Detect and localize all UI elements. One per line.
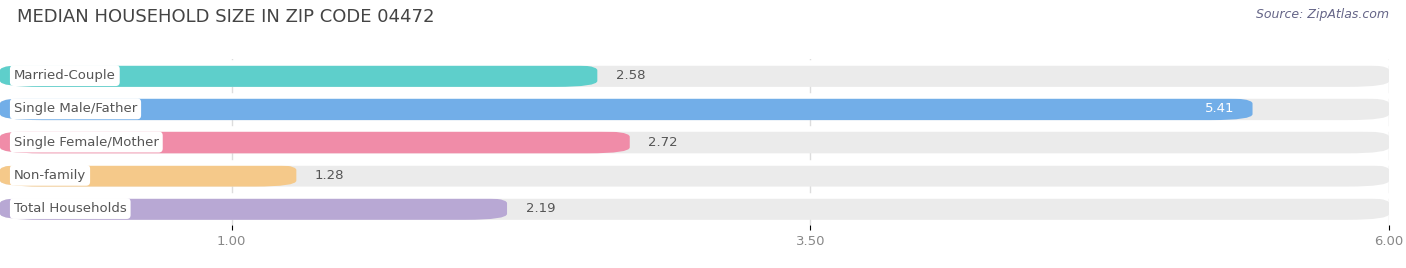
Text: 2.72: 2.72 [648, 136, 678, 148]
Text: 2.58: 2.58 [616, 69, 645, 82]
FancyBboxPatch shape [0, 197, 508, 220]
FancyBboxPatch shape [0, 64, 598, 87]
FancyBboxPatch shape [0, 98, 1253, 120]
Text: Single Female/Mother: Single Female/Mother [14, 136, 159, 148]
Text: Single Male/Father: Single Male/Father [14, 102, 138, 115]
FancyBboxPatch shape [0, 164, 1389, 187]
Text: Married-Couple: Married-Couple [14, 69, 115, 82]
FancyBboxPatch shape [0, 197, 1389, 220]
Text: 2.19: 2.19 [526, 202, 555, 215]
Text: Source: ZipAtlas.com: Source: ZipAtlas.com [1256, 8, 1389, 21]
FancyBboxPatch shape [0, 164, 297, 187]
Text: 5.41: 5.41 [1205, 102, 1234, 115]
FancyBboxPatch shape [0, 131, 630, 153]
Text: Non-family: Non-family [14, 169, 86, 182]
FancyBboxPatch shape [0, 131, 1389, 153]
FancyBboxPatch shape [0, 98, 1389, 120]
Text: MEDIAN HOUSEHOLD SIZE IN ZIP CODE 04472: MEDIAN HOUSEHOLD SIZE IN ZIP CODE 04472 [17, 8, 434, 26]
FancyBboxPatch shape [0, 64, 1389, 87]
Text: Total Households: Total Households [14, 202, 127, 215]
Text: 1.28: 1.28 [315, 169, 344, 182]
